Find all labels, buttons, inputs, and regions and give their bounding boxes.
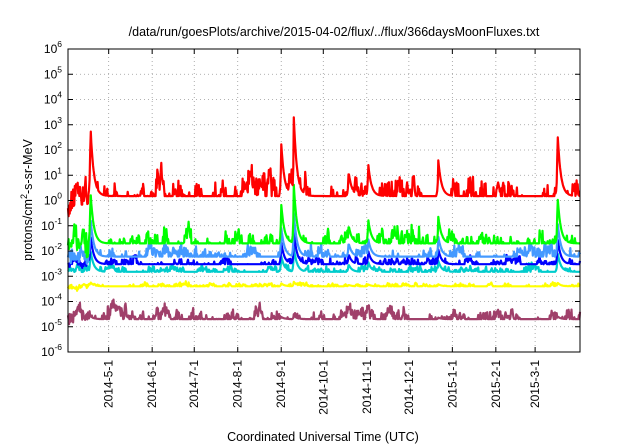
y-tick-label: 100 (44, 191, 62, 208)
series-line (67, 246, 581, 274)
x-axis-label: Coordinated Universal Time (UTC) (227, 430, 419, 444)
y-axis-label-post: -s-sr-MeV (21, 138, 35, 194)
x-axis-ticks: 2014-5-1 2014-6-1 2014-7-1 2014-8-1 2014-9-1… (102, 49, 542, 415)
y-axis-label: protons/cm2-s-sr-MeV (19, 138, 35, 260)
x-tick-label: 2014-6-1 (145, 360, 159, 408)
series-line (66, 280, 581, 292)
x-tick-label: 2014-12-1 (402, 360, 416, 415)
y-tick-label: 10-6 (41, 342, 62, 359)
series-line (66, 183, 581, 259)
x-tick-label: 2014-10-1 (316, 360, 330, 415)
y-tick-label: 101 (44, 165, 62, 182)
x-tick-label: 2014-9-1 (274, 360, 288, 408)
x-tick-label: 2015-3-1 (528, 360, 542, 408)
y-tick-label: 105 (44, 64, 62, 81)
y-tick-label: 10-1 (41, 216, 62, 233)
y-tick-label: 10-4 (41, 292, 62, 309)
y-tick-label: 10-3 (41, 266, 62, 283)
x-tick-label: 2014-5-1 (102, 360, 116, 408)
y-axis-label-sup: 2 (19, 194, 29, 199)
x-tick-label: 2014-11-1 (360, 360, 374, 414)
series-line (67, 230, 582, 269)
y-axis-label-pre: protons/cm (21, 199, 35, 261)
x-tick-label: 2015-2-1 (489, 360, 503, 408)
series-line (66, 211, 582, 265)
y-axis-ticks: 10-6 10-5 10-4 10-3 10-2 10-1 100 101 102 103 104 1… (41, 39, 580, 359)
y-tick-label: 103 (44, 115, 62, 132)
y-tick-label: 10-2 (41, 241, 62, 258)
y-tick-label: 104 (44, 90, 62, 107)
series-line (66, 116, 581, 218)
x-tick-label: 2014-7-1 (187, 360, 201, 408)
chart-title: /data/run/goesPlots/archive/2015-04-02/f… (129, 25, 540, 39)
series-line (66, 298, 582, 326)
data-series (66, 116, 582, 326)
y-tick-label: 10-5 (41, 317, 62, 334)
grid-lines (68, 49, 580, 352)
y-tick-label: 102 (44, 140, 62, 157)
y-tick-label: 106 (44, 39, 62, 56)
x-tick-label: 2015-1-1 (445, 360, 459, 408)
x-tick-label: 2014-8-1 (231, 360, 245, 408)
